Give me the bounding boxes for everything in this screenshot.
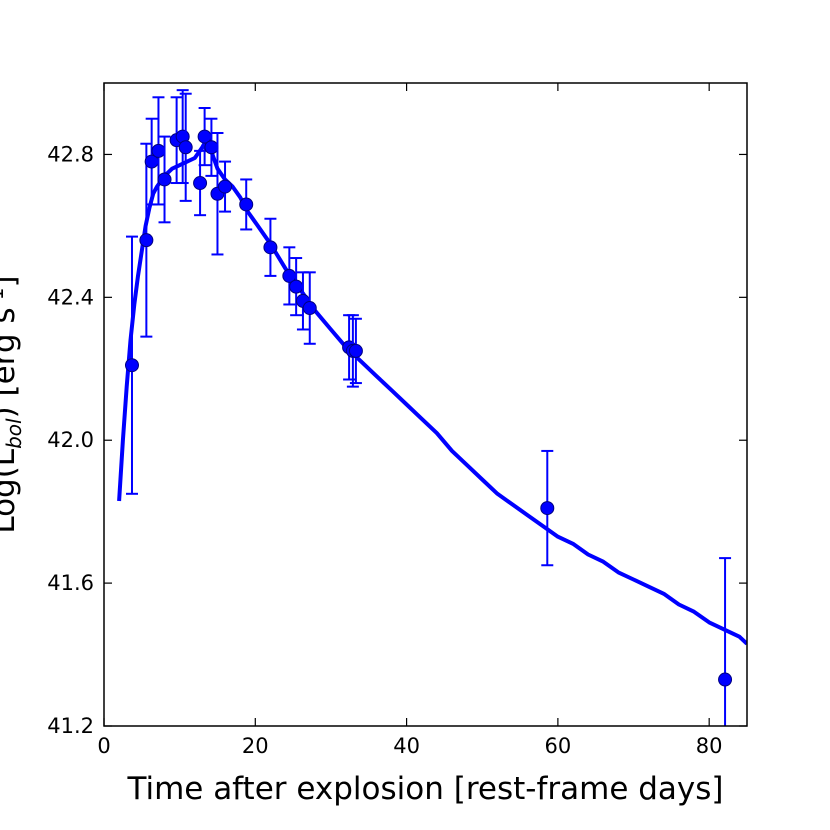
model-curve: [117, 138, 747, 646]
data-marker: [263, 240, 278, 255]
x-tick-label: 80: [696, 734, 723, 758]
x-tick-label: 40: [393, 734, 420, 758]
ticks-layer: 0 20 40 60 80 41.2 41.6 42.0 42.4 42.8: [47, 83, 747, 758]
data-point: [263, 217, 278, 277]
axes-frame: [103, 82, 748, 727]
data-marker: [157, 172, 172, 187]
y-tick-label: 42.0: [47, 428, 94, 452]
data-point: [348, 317, 363, 385]
data-marker: [139, 233, 154, 248]
data-point: [204, 117, 219, 177]
data-point: [218, 160, 233, 213]
y-axis-label: Log(Lbol) [erg s-1]: [0, 275, 26, 533]
data-point: [540, 449, 555, 567]
y-tick-label: 42.8: [47, 142, 94, 166]
data-point: [239, 178, 254, 231]
y-tick-label: 41.6: [47, 571, 94, 595]
data-marker: [289, 279, 304, 294]
x-tick-label: 0: [97, 734, 110, 758]
data-point: [302, 271, 317, 345]
data-marker: [193, 176, 208, 191]
data-marker: [218, 179, 233, 194]
data-marker: [239, 197, 254, 212]
data-point: [282, 246, 297, 306]
data-marker: [151, 143, 166, 158]
x-tick-label: 20: [242, 734, 269, 758]
data-point: [289, 257, 304, 317]
y-tick-label: 42.4: [47, 285, 94, 309]
data-point: [157, 135, 172, 224]
data-point: [175, 89, 190, 185]
x-axis-label: Time after explosion [rest-frame days]: [126, 771, 723, 807]
data-point: [178, 92, 193, 202]
data-marker: [302, 301, 317, 316]
x-tick-label: 60: [545, 734, 572, 758]
series-layer: [117, 89, 747, 726]
data-marker: [204, 140, 219, 155]
data-point: [144, 117, 159, 206]
data-point: [718, 557, 733, 726]
data-marker: [348, 343, 363, 358]
data-marker: [540, 501, 555, 516]
data-marker: [178, 140, 193, 155]
data-marker: [718, 672, 733, 687]
data-point: [124, 235, 139, 495]
y-tick-label: 41.2: [47, 714, 94, 738]
data-marker: [124, 358, 139, 373]
data-point: [139, 142, 154, 338]
